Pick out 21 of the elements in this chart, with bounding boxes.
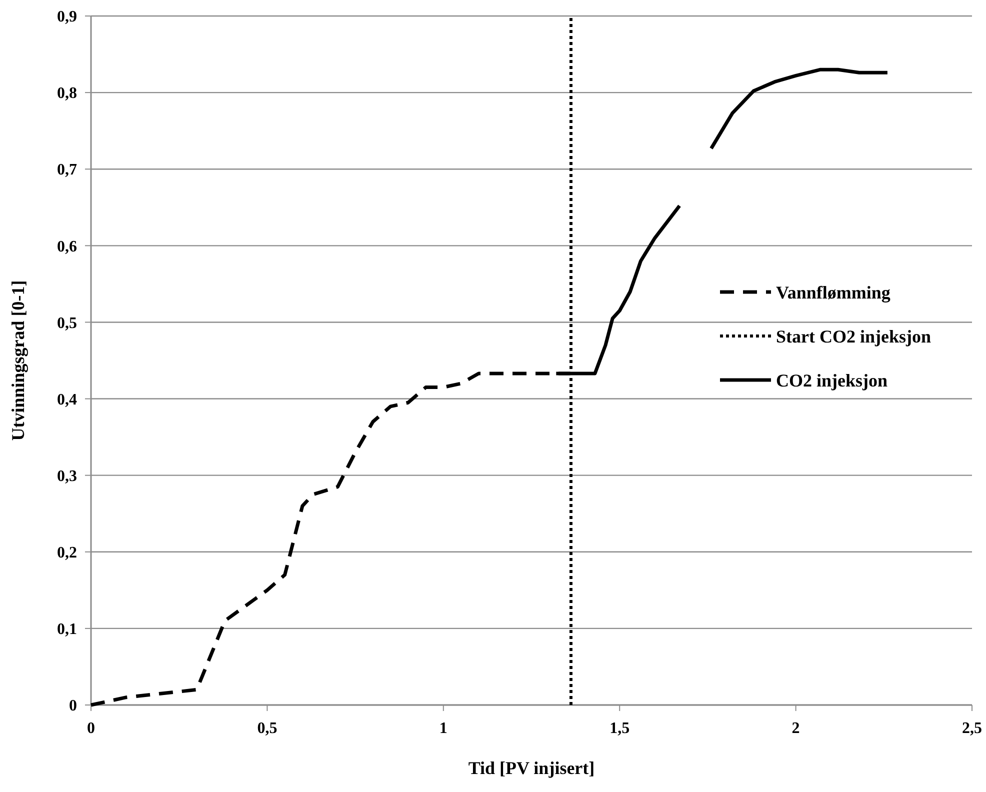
y-tick-label: 0	[69, 698, 77, 715]
y-tick-label: 0,6	[57, 238, 77, 256]
y-tick-label: 0,9	[57, 8, 77, 26]
y-tick-label: 0,3	[57, 468, 77, 485]
x-tick-label: 2	[792, 720, 800, 737]
x-tick-label: 0	[87, 720, 95, 737]
y-tick-label: 0,2	[57, 544, 77, 562]
x-tick-label: 1	[439, 720, 448, 737]
y-tick-label: 0,7	[57, 162, 77, 179]
legend-label: CO2 injeksjon	[776, 370, 888, 390]
x-tick-label: 1,5	[610, 720, 630, 737]
x-tick-label: 0,5	[257, 720, 278, 737]
legend-label: Start CO2 injeksjon	[776, 326, 932, 346]
y-tick-label: 0,5	[57, 314, 77, 332]
y-tick-label: 0,4	[57, 391, 77, 408]
legend-label: Vannflømming	[776, 282, 890, 302]
y-tick-label: 0,8	[57, 85, 77, 102]
y-tick-label: 0,1	[57, 621, 77, 638]
y-axis-title: Utvinningsgrad [0-1]	[8, 280, 28, 441]
x-axis-title: Tid [PV injisert]	[468, 758, 595, 778]
x-tick-label: 2,5	[962, 720, 982, 737]
